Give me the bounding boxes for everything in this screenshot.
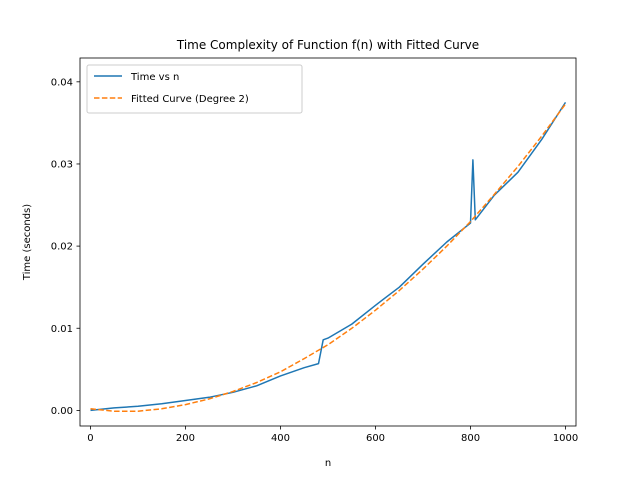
x-tick-label: 800 — [461, 433, 480, 444]
y-tick-label: 0.01 — [51, 324, 73, 335]
chart-title: Time Complexity of Function f(n) with Fi… — [176, 38, 479, 52]
y-tick-label: 0.02 — [51, 242, 73, 253]
x-tick-label: 400 — [271, 433, 290, 444]
x-tick-label: 600 — [366, 433, 385, 444]
x-tick-label: 200 — [176, 433, 195, 444]
plot-area — [90, 101, 567, 412]
x-tick-label: 1000 — [553, 433, 578, 444]
y-tick-label: 0.03 — [51, 159, 73, 170]
legend: Time vs n Fitted Curve (Degree 2) — [86, 64, 303, 114]
y-axis-title: Time (seconds) — [22, 204, 33, 281]
series-line-0 — [90, 101, 567, 412]
x-axis-title: n — [325, 458, 331, 469]
axes: 0 200 400 600 800 1000 0.00 0.01 0.02 0.03 0.04 — [51, 57, 578, 444]
legend-label-time: Time vs n — [130, 72, 179, 83]
x-tick-label: 0 — [87, 433, 93, 444]
y-tick-label: 0.00 — [51, 406, 73, 417]
legend-frame — [86, 64, 303, 114]
legend-label-fitted: Fitted Curve (Degree 2) — [131, 94, 249, 105]
axes-frame — [79, 57, 577, 427]
y-tick-label: 0.04 — [51, 77, 73, 88]
series-line-1 — [90, 103, 567, 412]
